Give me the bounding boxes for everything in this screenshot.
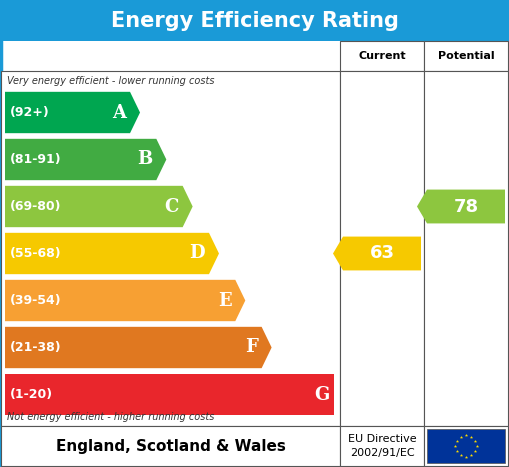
Text: 63: 63 [370, 245, 394, 262]
Polygon shape [5, 280, 245, 321]
Text: (55-68): (55-68) [10, 247, 62, 260]
Text: EU Directive
2002/91/EC: EU Directive 2002/91/EC [348, 434, 416, 458]
Bar [424, 426, 508, 466]
Text: Potential: Potential [438, 51, 494, 61]
Text: (39-54): (39-54) [10, 294, 62, 307]
Text: C: C [164, 198, 179, 215]
Text: (21-38): (21-38) [10, 341, 62, 354]
Bar [340, 71, 424, 426]
Text: D: D [189, 245, 205, 262]
Bar [340, 426, 424, 466]
Polygon shape [333, 237, 421, 270]
Text: England, Scotland & Wales: England, Scotland & Wales [55, 439, 286, 453]
Bar [424, 41, 508, 71]
Text: B: B [137, 150, 152, 169]
Text: E: E [218, 291, 231, 310]
Bar [340, 41, 424, 71]
Text: (69-80): (69-80) [10, 200, 62, 213]
Polygon shape [5, 92, 140, 133]
Polygon shape [5, 186, 193, 227]
Text: Very energy efficient - lower running costs: Very energy efficient - lower running co… [7, 76, 214, 86]
Bar [1, 1, 508, 41]
Text: F: F [245, 339, 258, 356]
Polygon shape [5, 327, 272, 368]
Polygon shape [5, 139, 166, 180]
Text: A: A [112, 104, 126, 121]
Text: G: G [315, 385, 330, 403]
Bar [427, 429, 505, 463]
Polygon shape [5, 374, 334, 415]
Text: Energy Efficiency Rating: Energy Efficiency Rating [110, 11, 399, 31]
Text: Current: Current [358, 51, 406, 61]
Polygon shape [5, 233, 219, 274]
Polygon shape [417, 190, 505, 223]
Text: 78: 78 [454, 198, 478, 215]
Text: (92+): (92+) [10, 106, 50, 119]
Bar [1, 71, 340, 426]
Text: Not energy efficient - higher running costs: Not energy efficient - higher running co… [7, 412, 214, 422]
Bar [1, 426, 340, 466]
Bar [424, 71, 508, 426]
Text: (1-20): (1-20) [10, 388, 53, 401]
Text: (81-91): (81-91) [10, 153, 62, 166]
